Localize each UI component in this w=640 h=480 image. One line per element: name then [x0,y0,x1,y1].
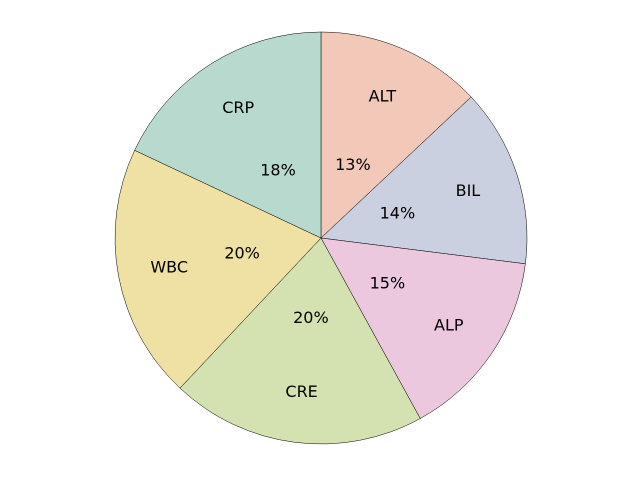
slice-label-crp: CRP [222,98,254,117]
slice-label-wbc: WBC [150,258,188,277]
slice-wbc [114,149,322,389]
slice-label-cre: CRE [285,382,317,401]
slice-percent-cre: 20% [293,308,329,327]
slice-label-bil: BIL [456,181,481,200]
slice-alp [320,237,526,419]
slice-label-alp: ALP [434,315,464,334]
slice-percent-alt: 13% [335,155,371,174]
slice-cre [179,237,421,445]
slice-percent-wbc: 20% [224,244,260,263]
pie-slices [114,31,528,445]
slice-label-alt: ALT [369,87,397,106]
slice-percent-crp: 18% [260,161,296,180]
slice-alt [320,31,472,239]
slice-crp [134,31,322,239]
pie-labels: ALT 13% BIL 14% ALP 15% CRE 20% WBC 20% CRP 18% [150,87,480,401]
slice-percent-alp: 15% [370,274,406,293]
slice-percent-bil: 14% [380,204,416,223]
slice-bil [320,96,528,265]
